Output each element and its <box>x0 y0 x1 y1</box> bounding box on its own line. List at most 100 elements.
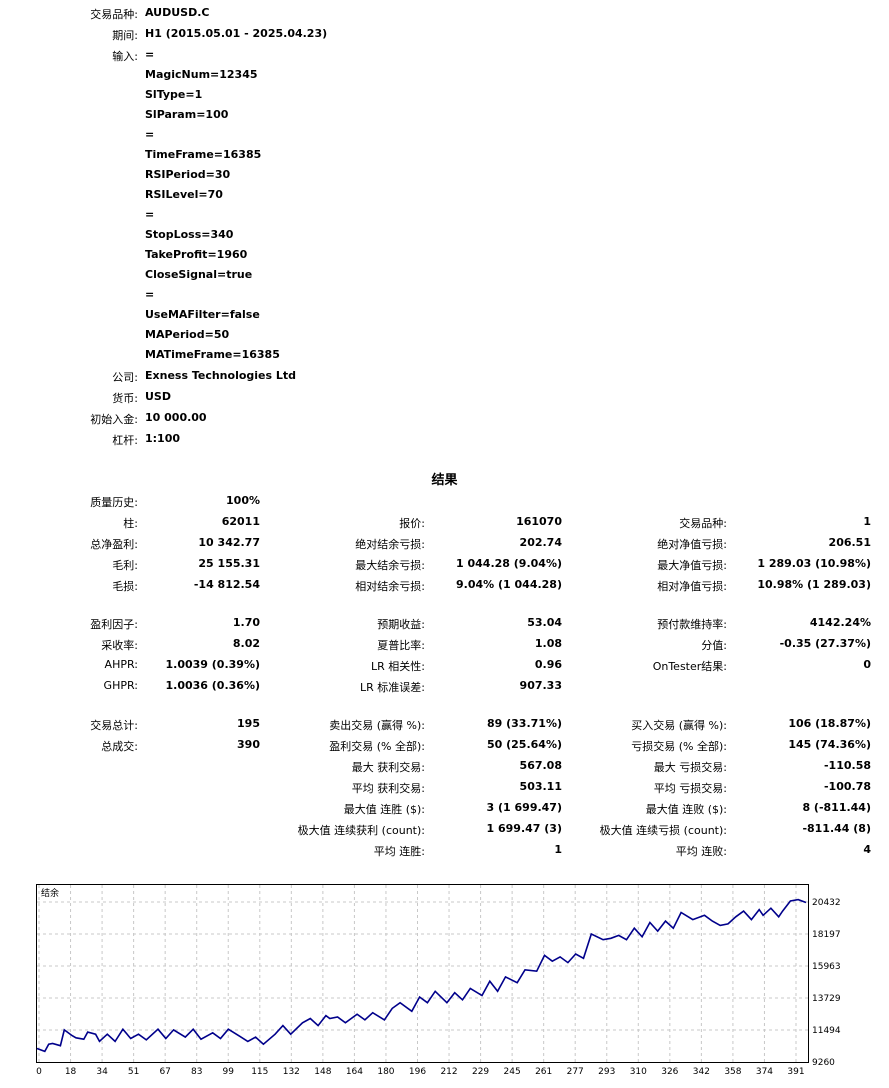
total-deals-label: 总成交: <box>101 740 138 753</box>
eq-dd-abs-label: 绝对净值亏损: <box>657 538 727 551</box>
chart-grid <box>37 885 808 1062</box>
currency-label: 货币: <box>112 392 138 405</box>
input-line: MAPeriod=50 <box>145 328 230 341</box>
input-line: StopLoss=340 <box>145 228 234 241</box>
symbols-label: 交易品种: <box>679 517 727 530</box>
z-score-value: -0.35 (27.37%) <box>779 637 871 650</box>
leverage-label: 杠杆: <box>112 434 138 447</box>
input-line: TimeFrame=16385 <box>145 148 262 161</box>
avg-loss-label: 平均 亏损交易: <box>653 782 727 795</box>
lr-std-value: 907.33 <box>519 679 562 692</box>
input-line: MagicNum=12345 <box>145 68 258 81</box>
x-tick-label: 342 <box>693 1067 710 1077</box>
bal-dd-abs-value: 202.74 <box>519 536 562 549</box>
chart-y-axis: 20432 18197 15963 13729 11494 9260 <box>812 898 841 1068</box>
avg-profit-value: 503.11 <box>519 780 562 793</box>
y-tick-label: 18197 <box>812 930 841 940</box>
eq-dd-max-value: 1 289.03 (10.98%) <box>757 557 871 570</box>
margin-level-value: 4142.24% <box>809 616 871 629</box>
eq-dd-abs-value: 206.51 <box>828 536 871 549</box>
x-tick-label: 99 <box>223 1067 235 1077</box>
max-cons-losses-value: 8 (-811.44) <box>802 801 871 814</box>
x-tick-label: 0 <box>36 1067 42 1077</box>
avg-loss-value: -100.78 <box>823 780 871 793</box>
loss-trades-value: 145 (74.36%) <box>788 738 871 751</box>
bal-dd-max-value: 1 044.28 (9.04%) <box>456 557 562 570</box>
lr-std-label: LR 标准误差: <box>360 681 425 694</box>
x-tick-label: 277 <box>567 1067 584 1077</box>
gross-loss-value: -14 812.54 <box>193 578 260 591</box>
y-tick-label: 15963 <box>812 962 841 972</box>
avg-profit-label: 平均 获利交易: <box>351 782 425 795</box>
expected-payoff-value: 53.04 <box>527 616 562 629</box>
max-cons-profit-label: 极大值 连续获利 (count): <box>297 824 425 837</box>
margin-level-label: 预付款维持率: <box>657 618 727 631</box>
bal-dd-rel-value: 9.04% (1 044.28) <box>456 578 562 591</box>
x-tick-label: 326 <box>661 1067 678 1077</box>
net-profit-value: 10 342.77 <box>198 536 260 549</box>
bal-dd-rel-label: 相对结余亏损: <box>355 580 425 593</box>
symbol-label: 交易品种: <box>90 8 138 21</box>
company-label: 公司: <box>112 371 138 384</box>
y-tick-label: 13729 <box>812 994 841 1004</box>
sharpe-value: 1.08 <box>534 637 562 650</box>
max-cons-loss-label: 极大值 连续亏损 (count): <box>599 824 727 837</box>
ghpr-value: 1.0036 (0.36%) <box>165 679 261 692</box>
x-tick-label: 391 <box>787 1067 804 1077</box>
total-deals-value: 390 <box>237 738 260 751</box>
total-trades-label: 交易总计: <box>90 719 138 732</box>
short-trades-label: 卖出交易 (赢得 %): <box>329 719 425 732</box>
x-tick-label: 115 <box>251 1067 268 1077</box>
x-tick-label: 180 <box>377 1067 394 1077</box>
profit-trades-label: 盈利交易 (% 全部): <box>329 740 425 753</box>
ontester-value: 0 <box>863 658 871 671</box>
company-value: Exness Technologies Ltd <box>145 369 297 382</box>
y-tick-label: 11494 <box>812 1026 841 1036</box>
bal-dd-max-label: 最大结余亏损: <box>355 559 425 572</box>
x-tick-label: 212 <box>440 1067 457 1077</box>
history-quality-label: 质量历史: <box>90 496 138 509</box>
eq-dd-rel-value: 10.98% (1 289.03) <box>757 578 871 591</box>
bars-label: 柱: <box>123 517 138 530</box>
largest-profit-value: 567.08 <box>519 759 562 772</box>
long-trades-label: 买入交易 (赢得 %): <box>631 719 727 732</box>
x-tick-label: 164 <box>346 1067 363 1077</box>
x-tick-label: 358 <box>724 1067 741 1077</box>
eq-dd-rel-label: 相对净值亏损: <box>657 580 727 593</box>
z-score-label: 分值: <box>701 639 727 652</box>
balance-chart: 结余 20432 18197 15963 13729 11494 9260 0 18 34 51… <box>36 884 841 1077</box>
ghpr-label: GHPR: <box>103 679 138 692</box>
x-tick-label: 67 <box>159 1067 170 1077</box>
inputs-label: 输入: <box>112 50 138 63</box>
x-tick-label: 229 <box>472 1067 489 1077</box>
gross-profit-label: 毛利: <box>112 559 138 572</box>
symbols-value: 1 <box>863 515 871 528</box>
x-tick-label: 310 <box>630 1067 647 1077</box>
deposit-label: 初始入金: <box>90 413 138 426</box>
currency-value: USD <box>145 390 171 403</box>
input-line: MATimeFrame=16385 <box>145 348 280 361</box>
loss-trades-label: 亏损交易 (% 全部): <box>631 740 727 753</box>
ontester-label: OnTester结果: <box>652 660 727 673</box>
x-tick-label: 245 <box>504 1067 521 1077</box>
total-trades-value: 195 <box>237 717 260 730</box>
chart-x-axis: 0 18 34 51 67 83 99 115 132 148 164 180 196 212 229 245… <box>36 1067 804 1077</box>
history-quality-value: 100% <box>226 494 260 507</box>
long-trades-value: 106 (18.87%) <box>788 717 871 730</box>
max-cons-wins-value: 3 (1 699.47) <box>486 801 562 814</box>
input-line: = <box>145 208 155 221</box>
ticks-label: 报价: <box>399 517 425 530</box>
x-tick-label: 51 <box>128 1067 139 1077</box>
x-tick-label: 374 <box>756 1067 773 1077</box>
x-tick-label: 261 <box>535 1067 552 1077</box>
input-line: RSILevel=70 <box>145 188 223 201</box>
ahpr-value: 1.0039 (0.39%) <box>165 658 261 671</box>
avg-cons-losses-value: 4 <box>863 843 871 856</box>
input-line: CloseSignal=true <box>145 268 253 281</box>
profit-trades-value: 50 (25.64%) <box>486 738 562 751</box>
y-tick-label: 20432 <box>812 898 841 908</box>
short-trades-value: 89 (33.71%) <box>486 717 562 730</box>
input-line: SlType=1 <box>145 88 203 101</box>
recovery-factor-label: 采收率: <box>101 639 138 652</box>
gross-loss-label: 毛损: <box>112 580 138 593</box>
